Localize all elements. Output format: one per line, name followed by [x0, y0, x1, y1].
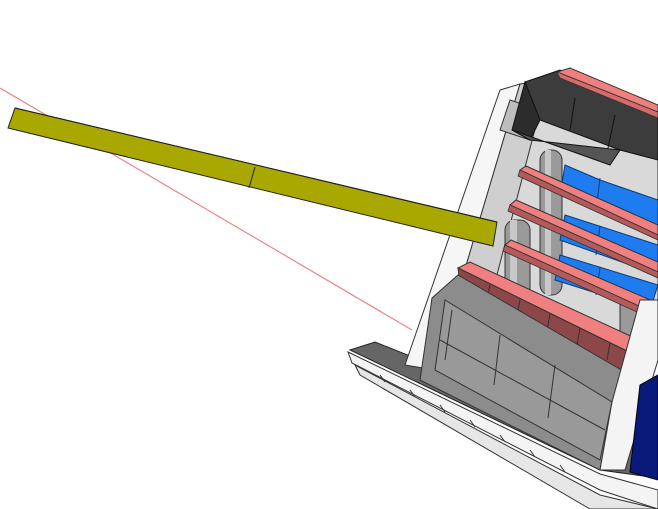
boom-arm[interactable] — [7, 107, 498, 247]
top-pink-plate — [555, 67, 658, 119]
top-cap-block — [511, 69, 658, 166]
pink-plates — [456, 165, 658, 376]
dark-blue-panel — [629, 374, 658, 481]
lower-housing — [419, 274, 658, 471]
